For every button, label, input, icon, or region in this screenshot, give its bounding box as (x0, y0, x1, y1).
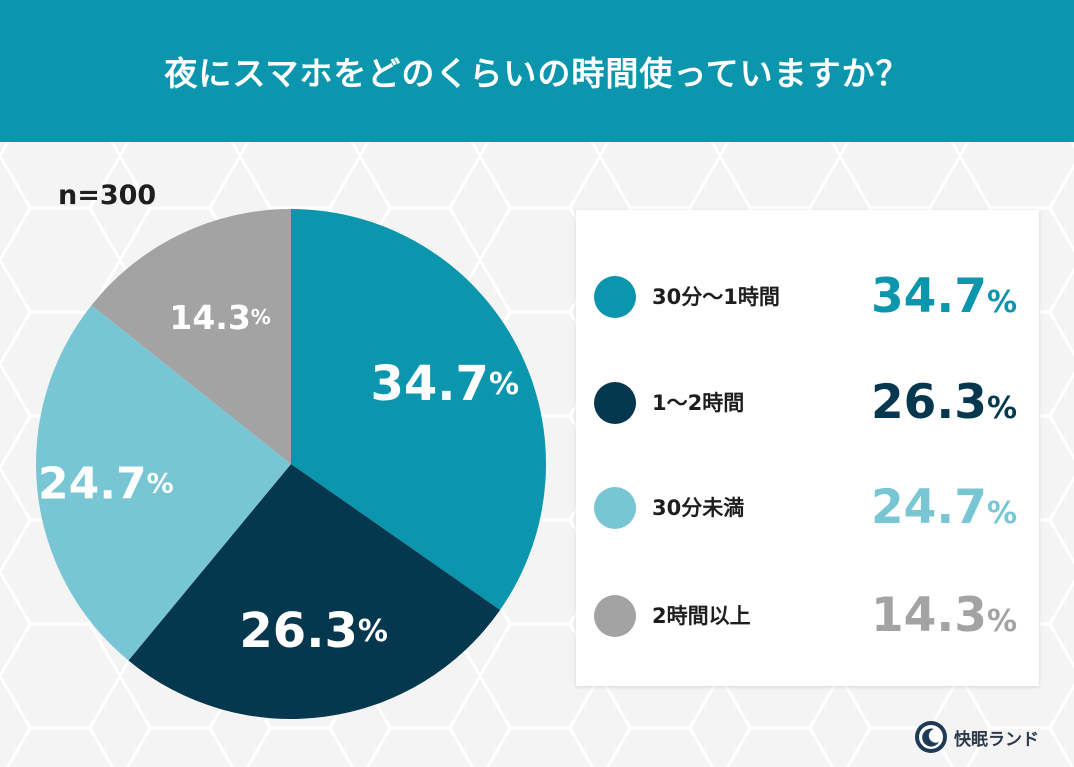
legend-label: 30分〜1時間 (652, 285, 780, 309)
pie-slice-2 (128, 464, 501, 720)
chart-title: 夜にスマホをどのくらいの時間使っていますか？ (164, 54, 910, 93)
brand-logo-area: 快眠ランド (914, 720, 1039, 754)
legend-value-number: 14.3 (870, 588, 987, 643)
legend-swatch (594, 595, 636, 637)
pie-data-label-value: 26.3 (239, 603, 357, 659)
legend-label: 30分未満 (652, 496, 745, 520)
legend-value-unit: % (986, 285, 1017, 320)
pie-data-label-4: 14.3% (169, 297, 270, 336)
legend-value-unit: % (986, 496, 1017, 531)
pie-data-label-unit: % (358, 613, 388, 648)
pie-data-label-unit: % (251, 305, 271, 329)
legend-swatch (594, 382, 636, 424)
pie-data-label-value: 34.7 (371, 356, 489, 412)
pie-data-label-2: 26.3% (239, 603, 388, 659)
legend-value-unit: % (986, 604, 1017, 639)
title-banner: 夜にスマホをどのくらいの時間使っていますか？ (0, 0, 1074, 142)
legend-value: 14.3% (871, 586, 1017, 652)
legend-item-1: 30分〜1時間 34.7% (576, 267, 1039, 327)
legend-value: 26.3% (871, 373, 1017, 439)
legend-swatch (594, 487, 636, 529)
pie-data-label-value: 24.7 (38, 458, 147, 509)
legend-item-3: 30分未満 24.7% (576, 478, 1039, 538)
moon-logo-icon (915, 721, 947, 753)
pie-data-label-unit: % (147, 468, 174, 499)
pie-slice-4 (91, 209, 291, 464)
legend-label: 1〜2時間 (652, 391, 745, 415)
legend-value-number: 34.7 (870, 269, 987, 324)
pie-data-label-value: 14.3 (169, 297, 250, 336)
legend-panel: 30分〜1時間 34.7% 1〜2時間 26.3% 30分未満 24.7% 2時間以上 14.… (576, 210, 1039, 686)
legend-value: 34.7% (871, 267, 1017, 333)
legend-value-unit: % (986, 391, 1017, 426)
brand-name: 快眠ランド (954, 729, 1039, 750)
sample-size-label: n=300 (58, 180, 157, 211)
pie-slice-1 (291, 209, 547, 610)
legend-value-number: 26.3 (870, 375, 987, 430)
legend-item-2: 1〜2時間 26.3% (576, 373, 1039, 433)
legend-item-4: 2時間以上 14.3% (576, 586, 1039, 646)
legend-value: 24.7% (871, 478, 1017, 544)
pie-slice-3 (35, 305, 291, 661)
pie-data-label-1: 34.7% (371, 356, 519, 412)
legend-swatch (594, 276, 636, 318)
pie-data-label-unit: % (489, 366, 519, 401)
legend-label: 2時間以上 (652, 604, 751, 628)
legend-value-number: 24.7 (870, 480, 987, 535)
pie-data-label-3: 24.7% (38, 458, 174, 509)
